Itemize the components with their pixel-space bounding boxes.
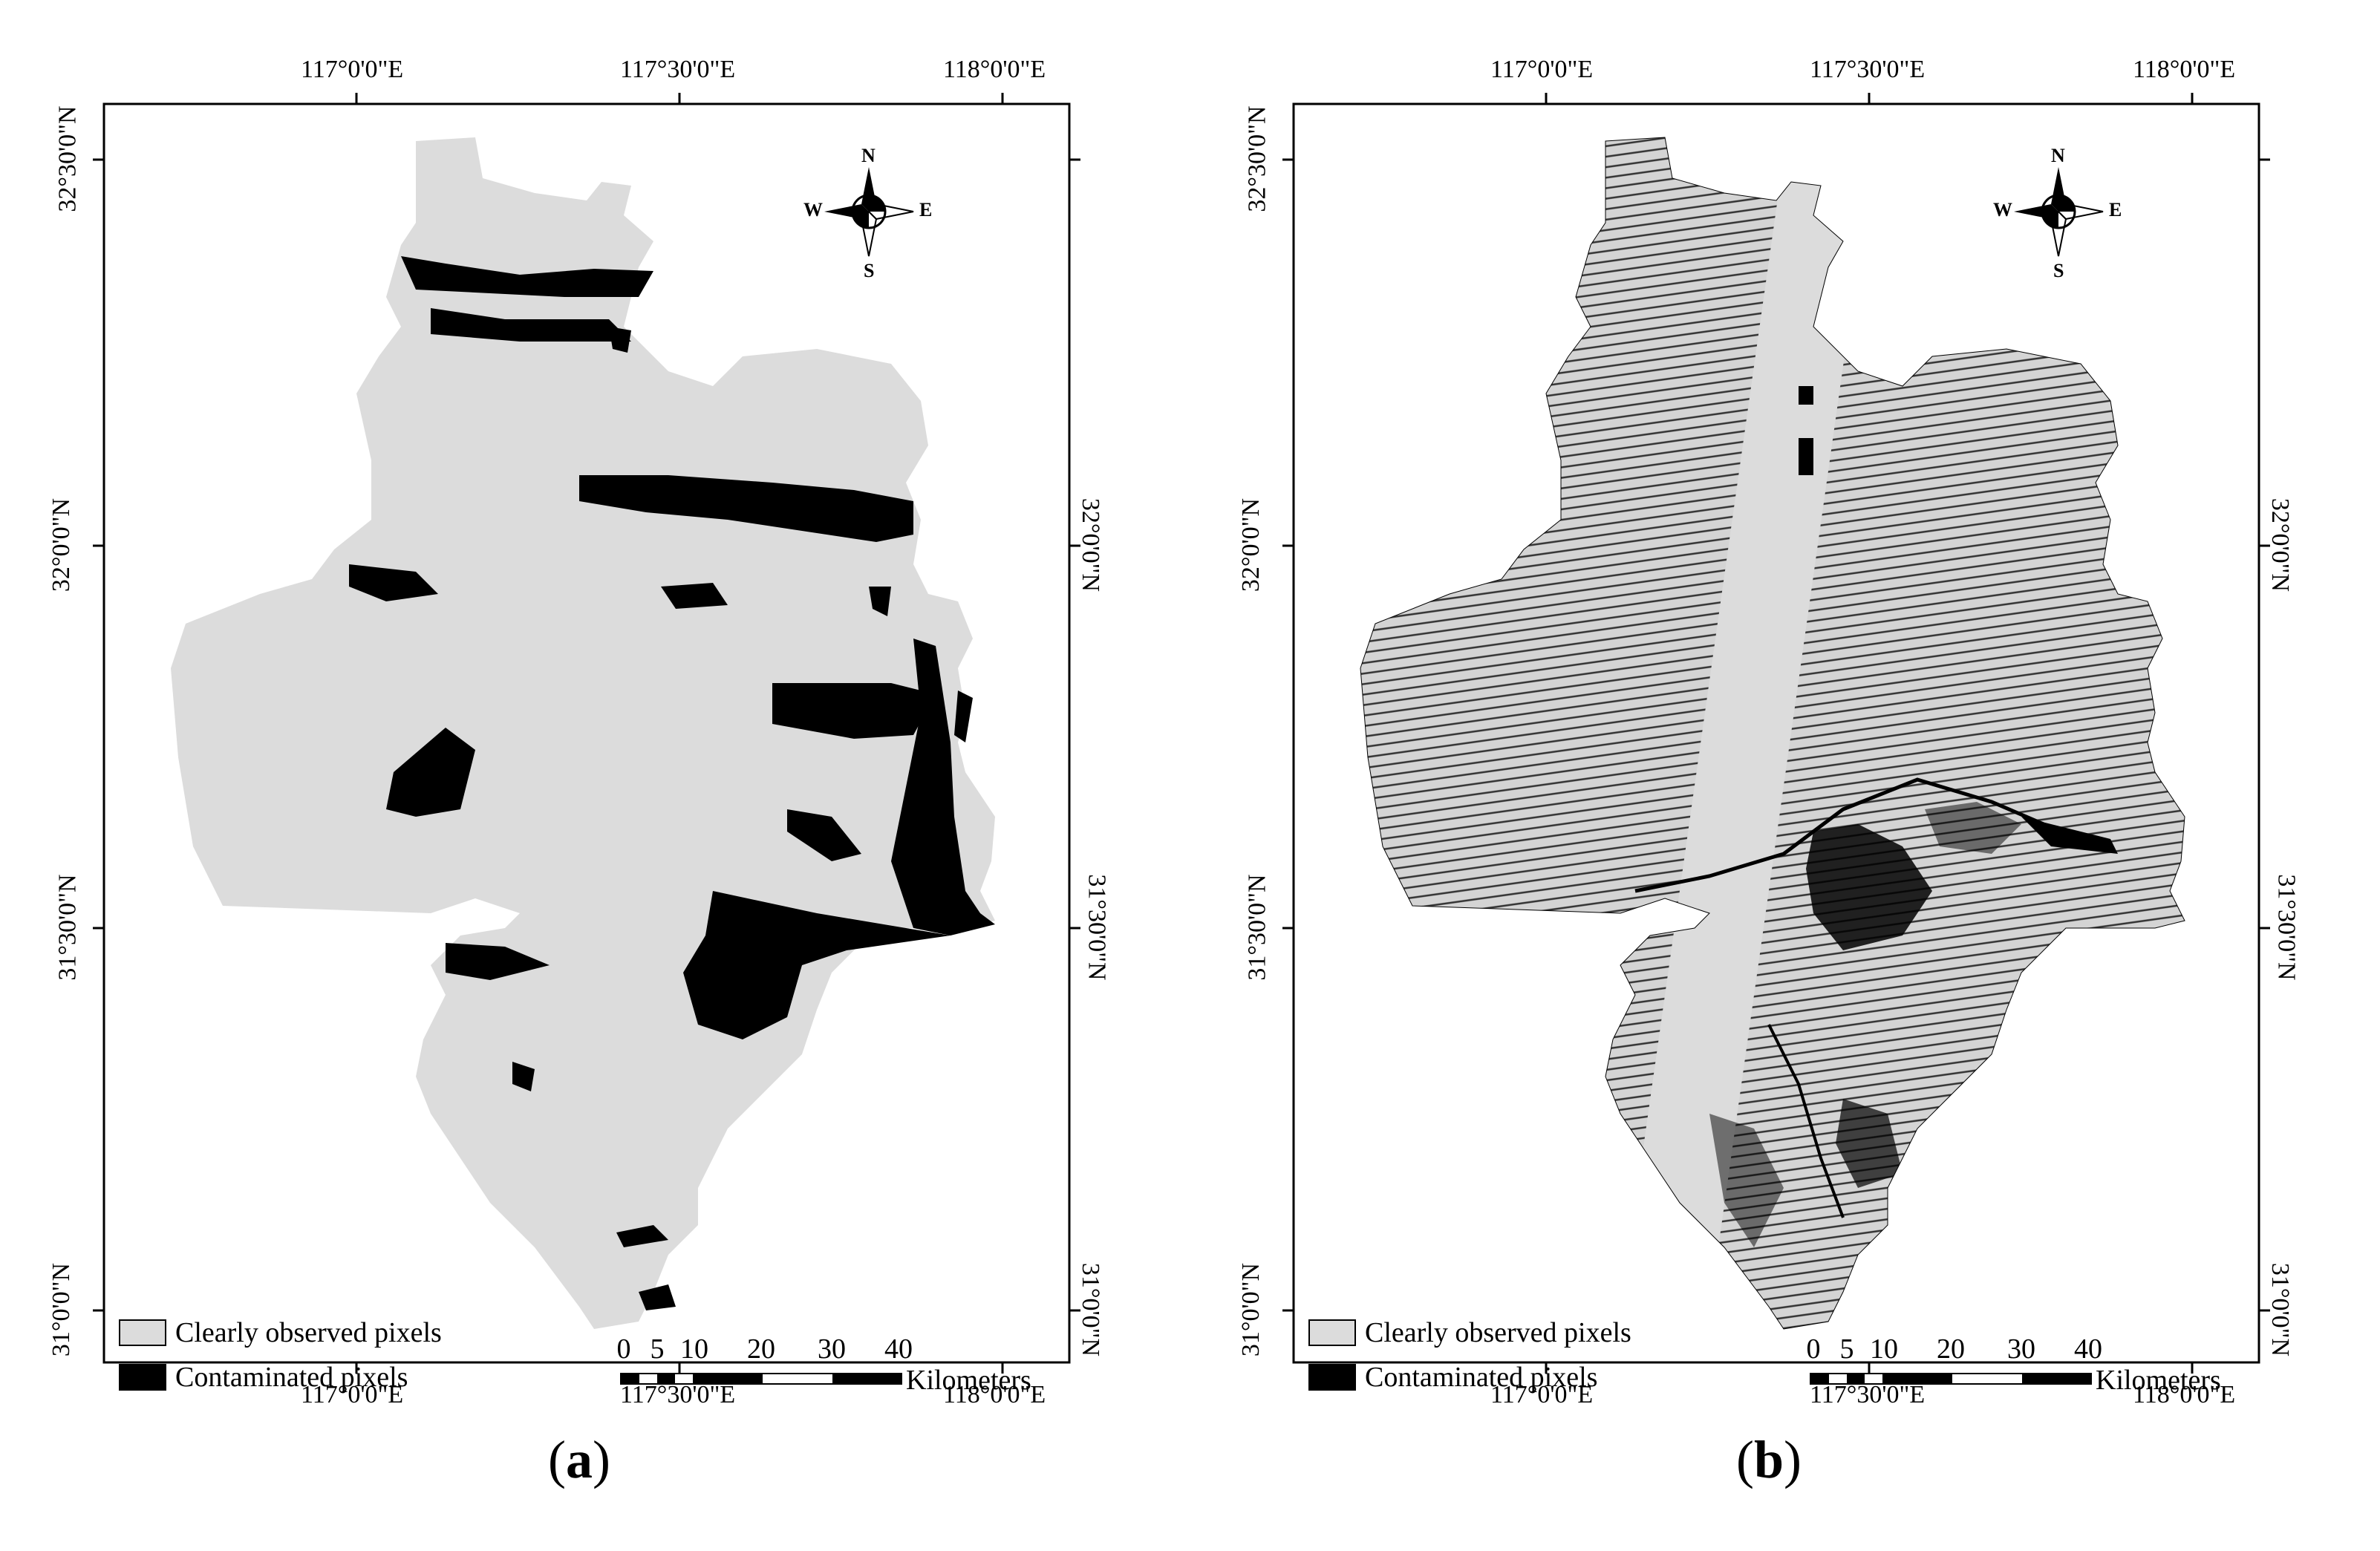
lat-right-2: 31°30'0"N: [2272, 874, 2301, 981]
lon-top-3: 118°0'0"E: [2133, 56, 2236, 83]
scale-tick-5: 5: [1839, 1333, 1854, 1365]
scale-track: [620, 1373, 902, 1385]
lat-left-3: 31°30'0"N: [1243, 874, 1271, 981]
scale-tick-30: 30: [2007, 1333, 2035, 1365]
north-arrow: [2014, 167, 2104, 257]
compass-s: S: [2053, 260, 2064, 281]
lon-bottom-3: 118°0'0"E: [943, 1381, 1046, 1408]
scale-bar-b: 0 5 10 20 30 40 Kilometers: [1806, 1333, 2226, 1400]
compass-n: N: [861, 145, 876, 166]
contaminated-patches: [349, 256, 995, 1310]
lat-left-1: 32°30'0"N: [1243, 105, 1271, 212]
lon-bottom-1: 117°0'0"E: [1490, 1381, 1594, 1408]
scale-tick-0: 0: [616, 1333, 631, 1365]
lon-top-1: 117°0'0"E: [301, 56, 404, 83]
map-frame: [102, 102, 1071, 1364]
scale-bar-a: 0 5 10 20 30 40 Kilometers: [616, 1333, 1036, 1400]
compass-s: S: [864, 260, 875, 281]
legend-label-contaminated: Contaminated pixels: [175, 1362, 408, 1393]
lon-top-2: 117°30'0"E: [620, 56, 736, 83]
legend-item-contaminated: Contaminated pixels: [1308, 1355, 1631, 1400]
scale-tick-10: 10: [1870, 1333, 1898, 1365]
compass-w: W: [803, 199, 823, 221]
map-canvas-a: [93, 93, 1080, 1374]
lat-right-2: 31°30'0"N: [1083, 874, 1111, 981]
lon-top-2: 117°30'0"E: [1810, 56, 1926, 83]
lat-right-1: 32°0'0"N: [2266, 497, 2295, 592]
map-panel-b: N S E W 117°0'0"E 117°30'0"E 118°0'0"E 1…: [1190, 0, 2379, 1551]
study-region: [171, 137, 995, 1329]
lat-right-1: 32°0'0"N: [1077, 497, 1105, 592]
frame-ticks: [1282, 93, 2270, 1374]
scale-tick-40: 40: [884, 1333, 913, 1365]
legend-swatch-contaminated: [119, 1364, 166, 1391]
scale-tick-10: 10: [680, 1333, 708, 1365]
scale-numbers: 0 5 10 20 30 40: [1806, 1333, 2103, 1365]
lat-left-3: 31°30'0"N: [53, 874, 82, 981]
legend-swatch-clear: [119, 1319, 166, 1346]
map-frame: [1292, 102, 2260, 1364]
scale-track: [1810, 1373, 2092, 1385]
legend-item-clear: Clearly observed pixels: [1308, 1310, 1631, 1355]
legend-item-contaminated: Contaminated pixels: [119, 1355, 442, 1400]
study-region: [1360, 137, 2185, 1329]
scale-tick-40: 40: [2074, 1333, 2102, 1365]
scale-tick-30: 30: [818, 1333, 846, 1365]
frame-ticks: [93, 93, 1080, 1374]
north-arrow: [824, 167, 914, 257]
scale-tick-20: 20: [747, 1333, 775, 1365]
legend-swatch-contaminated: [1308, 1364, 1356, 1391]
lon-bottom-2: 117°30'0"E: [620, 1381, 736, 1408]
lat-left-2: 32°0'0"N: [1237, 497, 1265, 592]
panel-label-a: (a): [548, 1430, 610, 1489]
scale-numbers: 0 5 10 20 30 40: [616, 1333, 913, 1365]
legend-b: Clearly observed pixels Contaminated pix…: [1308, 1310, 1631, 1400]
legend-label-clear: Clearly observed pixels: [1365, 1317, 1631, 1348]
lat-left-4: 31°0'0"N: [1237, 1262, 1265, 1357]
legend-swatch-clear: [1308, 1319, 1356, 1346]
lat-left-4: 31°0'0"N: [48, 1262, 76, 1357]
scale-tick-0: 0: [1806, 1333, 1821, 1365]
scale-unit: Kilometers: [906, 1365, 1031, 1396]
lon-top-3: 118°0'0"E: [943, 56, 1046, 83]
legend-label-clear: Clearly observed pixels: [175, 1317, 442, 1348]
panel-label-b: (b): [1735, 1430, 1802, 1489]
compass-w: W: [1993, 199, 2012, 221]
legend-a: Clearly observed pixels Contaminated pix…: [119, 1310, 442, 1400]
scale-unit: Kilometers: [2096, 1365, 2221, 1396]
lat-left-2: 32°0'0"N: [48, 497, 76, 592]
lon-bottom-3: 118°0'0"E: [2133, 1381, 2236, 1408]
map-panel-a: N S E W 117°0'0"E 117°30'0"E 118°0'0"E 1…: [48, 56, 1111, 1489]
scale-tick-5: 5: [650, 1333, 665, 1365]
lat-right-3: 31°0'0"N: [1077, 1262, 1105, 1357]
legend-item-clear: Clearly observed pixels: [119, 1310, 442, 1355]
lon-bottom-1: 117°0'0"E: [301, 1381, 404, 1408]
scale-tick-20: 20: [1937, 1333, 1965, 1365]
compass-e: E: [2109, 199, 2122, 221]
lat-right-3: 31°0'0"N: [2266, 1262, 2295, 1357]
map-canvas-b: [1282, 93, 2270, 1374]
legend-label-contaminated: Contaminated pixels: [1365, 1362, 1598, 1393]
lon-top-1: 117°0'0"E: [1490, 56, 1594, 83]
compass-n: N: [2051, 145, 2065, 166]
lon-bottom-2: 117°30'0"E: [1810, 1381, 1926, 1408]
compass-e: E: [919, 199, 933, 221]
region-outline: [1360, 137, 2185, 1330]
lat-left-1: 32°30'0"N: [53, 105, 82, 212]
